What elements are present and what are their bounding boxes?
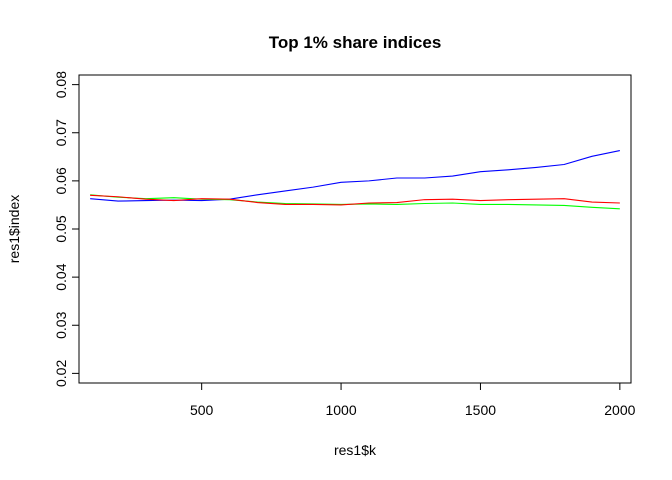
y-axis: 0.02 0.03 0.04 0.05 0.06 0.07 0.08 [53,71,80,387]
y-tick-label: 0.05 [53,215,69,242]
y-tick-label: 0.06 [53,167,69,194]
series-line-1 [90,150,620,202]
chart-title: Top 1% share indices [269,33,442,52]
y-tick-label: 0.03 [53,311,69,338]
y-tick-label: 0.07 [53,119,69,146]
x-tick-label: 500 [190,402,214,418]
series-line-2 [90,194,620,210]
y-tick-label: 0.08 [53,71,69,98]
x-tick-label: 1000 [325,402,356,418]
x-axis: 500 1000 1500 2000 [190,382,636,418]
series-line-3 [90,194,620,206]
x-tick-label: 2000 [604,402,635,418]
series-lines [90,150,620,210]
y-tick-label: 0.02 [53,360,69,387]
plot-area-frame [78,74,632,384]
x-tick-label: 1500 [465,402,496,418]
y-axis-label: res1$index [6,195,22,264]
x-axis-label: res1$k [334,442,377,458]
y-tick-label: 0.04 [53,263,69,290]
